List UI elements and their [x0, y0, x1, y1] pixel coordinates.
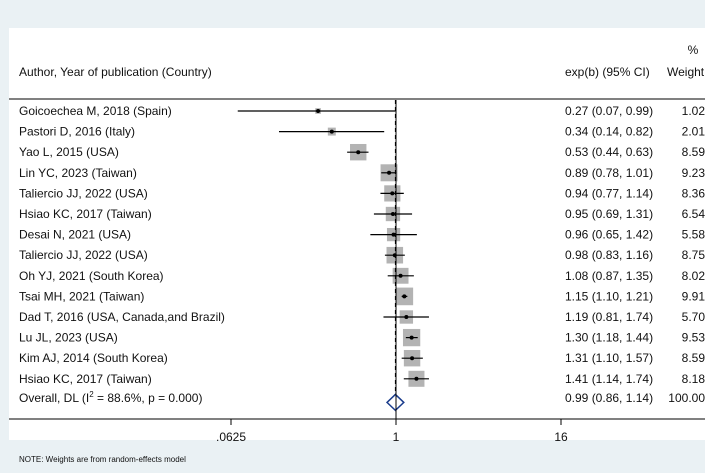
- overall-ci-text: 0.99 (0.86, 1.14): [565, 391, 653, 405]
- ci-text: 0.94 (0.77, 1.14): [565, 186, 653, 200]
- x-tick-label: .0625: [216, 430, 246, 444]
- weight-text: 8.18: [682, 372, 705, 386]
- ci-text: 1.31 (1.10, 1.57): [565, 351, 653, 365]
- study-label: Hsiao KC, 2017 (Taiwan): [19, 207, 152, 221]
- study-row: Tsai MH, 2021 (Taiwan) 1.15 (1.10, 1.21) 9…: [19, 287, 705, 306]
- ci-text: 1.41 (1.14, 1.74): [565, 372, 653, 386]
- study-label: Taliercio JJ, 2022 (USA): [19, 248, 148, 262]
- ci-text: 0.98 (0.83, 1.16): [565, 248, 653, 262]
- ci-text: 1.08 (0.87, 1.35): [565, 269, 653, 283]
- study-label: Lin YC, 2023 (Taiwan): [19, 166, 137, 180]
- point-estimate: [356, 150, 361, 155]
- overall-row: Overall, DL (I2 = 88.6%, p = 0.000) 0.99…: [19, 390, 705, 412]
- x-axis: .0625 1 16: [216, 419, 568, 444]
- ci-text: 1.30 (1.18, 1.44): [565, 331, 653, 345]
- study-row: Hsiao KC, 2017 (Taiwan) 0.95 (0.69, 1.31)…: [19, 206, 705, 222]
- study-label: Taliercio JJ, 2022 (USA): [19, 186, 148, 200]
- ci-text: 0.27 (0.07, 0.99): [565, 104, 653, 118]
- study-row: Taliercio JJ, 2022 (USA) 0.98 (0.83, 1.16…: [19, 246, 705, 264]
- point-estimate: [390, 212, 395, 216]
- study-label: Goicoechea M, 2018 (Spain): [19, 104, 172, 118]
- study-row: Pastori D, 2016 (Italy) 0.34 (0.14, 0.82)…: [19, 125, 705, 139]
- ci-text: 1.19 (0.81, 1.74): [565, 310, 653, 324]
- point-estimate: [404, 315, 409, 319]
- weight-text: 8.36: [682, 186, 705, 200]
- study-row: Desai N, 2021 (USA) 0.96 (0.65, 1.42) 5.58: [19, 228, 705, 242]
- weight-text: 2.01: [682, 125, 705, 139]
- point-estimate: [329, 129, 334, 134]
- plot-panel: [9, 28, 705, 440]
- overall-label: Overall, DL (I2 = 88.6%, p = 0.000): [19, 390, 202, 405]
- weight-text: 5.58: [682, 228, 705, 242]
- weight-text: 8.75: [682, 248, 705, 262]
- weight-text: 1.02: [682, 104, 705, 118]
- weight-text: 9.53: [682, 331, 705, 345]
- point-estimate: [316, 109, 321, 113]
- overall-weight-text: 100.00: [668, 391, 705, 405]
- ci-text: 1.15 (1.10, 1.21): [565, 289, 653, 303]
- study-label: Oh YJ, 2021 (South Korea): [19, 269, 164, 283]
- study-label: Hsiao KC, 2017 (Taiwan): [19, 372, 152, 386]
- ci-text: 0.53 (0.44, 0.63): [565, 145, 653, 159]
- study-row: Taliercio JJ, 2022 (USA) 0.94 (0.77, 1.14…: [19, 185, 705, 202]
- ci-text: 0.89 (0.78, 1.01): [565, 166, 653, 180]
- x-tick-label: 16: [554, 430, 568, 444]
- study-label: Tsai MH, 2021 (Taiwan): [19, 289, 144, 303]
- weights-note: NOTE: Weights are from random-effects mo…: [19, 455, 186, 464]
- study-row: Lin YC, 2023 (Taiwan) 0.89 (0.78, 1.01) 9.…: [19, 164, 705, 182]
- point-estimate: [387, 170, 392, 175]
- estimate-column-header: exp(b) (95% CI): [565, 65, 650, 79]
- study-row: Oh YJ, 2021 (South Korea) 1.08 (0.87, 1.3…: [19, 267, 705, 284]
- study-label: Lu JL, 2023 (USA): [19, 331, 118, 345]
- weight-header-percent: %: [688, 43, 699, 57]
- ci-text: 0.34 (0.14, 0.82): [565, 125, 653, 139]
- point-estimate: [391, 232, 396, 237]
- weight-text: 9.91: [682, 289, 705, 303]
- point-estimate: [390, 191, 395, 196]
- overall-diamond: [385, 393, 405, 412]
- weight-column-header: Weight: [667, 65, 705, 79]
- study-row: Dad T, 2016 (USA, Canada,and Brazil) 1.19…: [19, 310, 705, 324]
- study-row: Goicoechea M, 2018 (Spain) 0.27 (0.07, 0.…: [19, 104, 705, 118]
- point-estimate: [414, 376, 419, 381]
- study-column-header: Author, Year of publication (Country): [19, 65, 212, 79]
- weight-text: 8.59: [682, 351, 705, 365]
- study-label: Dad T, 2016 (USA, Canada,and Brazil): [19, 310, 225, 324]
- point-estimate: [398, 273, 403, 278]
- study-label: Yao L, 2015 (USA): [19, 145, 119, 159]
- point-estimate: [409, 335, 414, 340]
- point-estimate: [410, 356, 415, 361]
- weight-text: 5.70: [682, 310, 705, 324]
- weight-text: 8.59: [682, 145, 705, 159]
- study-row: Lu JL, 2023 (USA) 1.30 (1.18, 1.44) 9.53: [19, 328, 705, 347]
- study-row: Hsiao KC, 2017 (Taiwan) 1.41 (1.14, 1.74)…: [19, 370, 705, 387]
- study-label: Kim AJ, 2014 (South Korea): [19, 351, 168, 365]
- x-tick-label: 1: [393, 430, 400, 444]
- study-label: Pastori D, 2016 (Italy): [19, 125, 135, 139]
- study-row: Yao L, 2015 (USA) 0.53 (0.44, 0.63) 8.59: [19, 143, 705, 161]
- weight-text: 6.54: [682, 207, 705, 221]
- ci-text: 0.96 (0.65, 1.42): [565, 228, 653, 242]
- study-label: Desai N, 2021 (USA): [19, 228, 131, 242]
- study-row: Kim AJ, 2014 (South Korea) 1.31 (1.10, 1.…: [19, 349, 705, 367]
- study-rows: Goicoechea M, 2018 (Spain) 0.27 (0.07, 0.…: [19, 104, 705, 387]
- weight-text: 9.23: [682, 166, 705, 180]
- weight-text: 8.02: [682, 269, 705, 283]
- ci-text: 0.95 (0.69, 1.31): [565, 207, 653, 221]
- point-estimate: [402, 294, 407, 299]
